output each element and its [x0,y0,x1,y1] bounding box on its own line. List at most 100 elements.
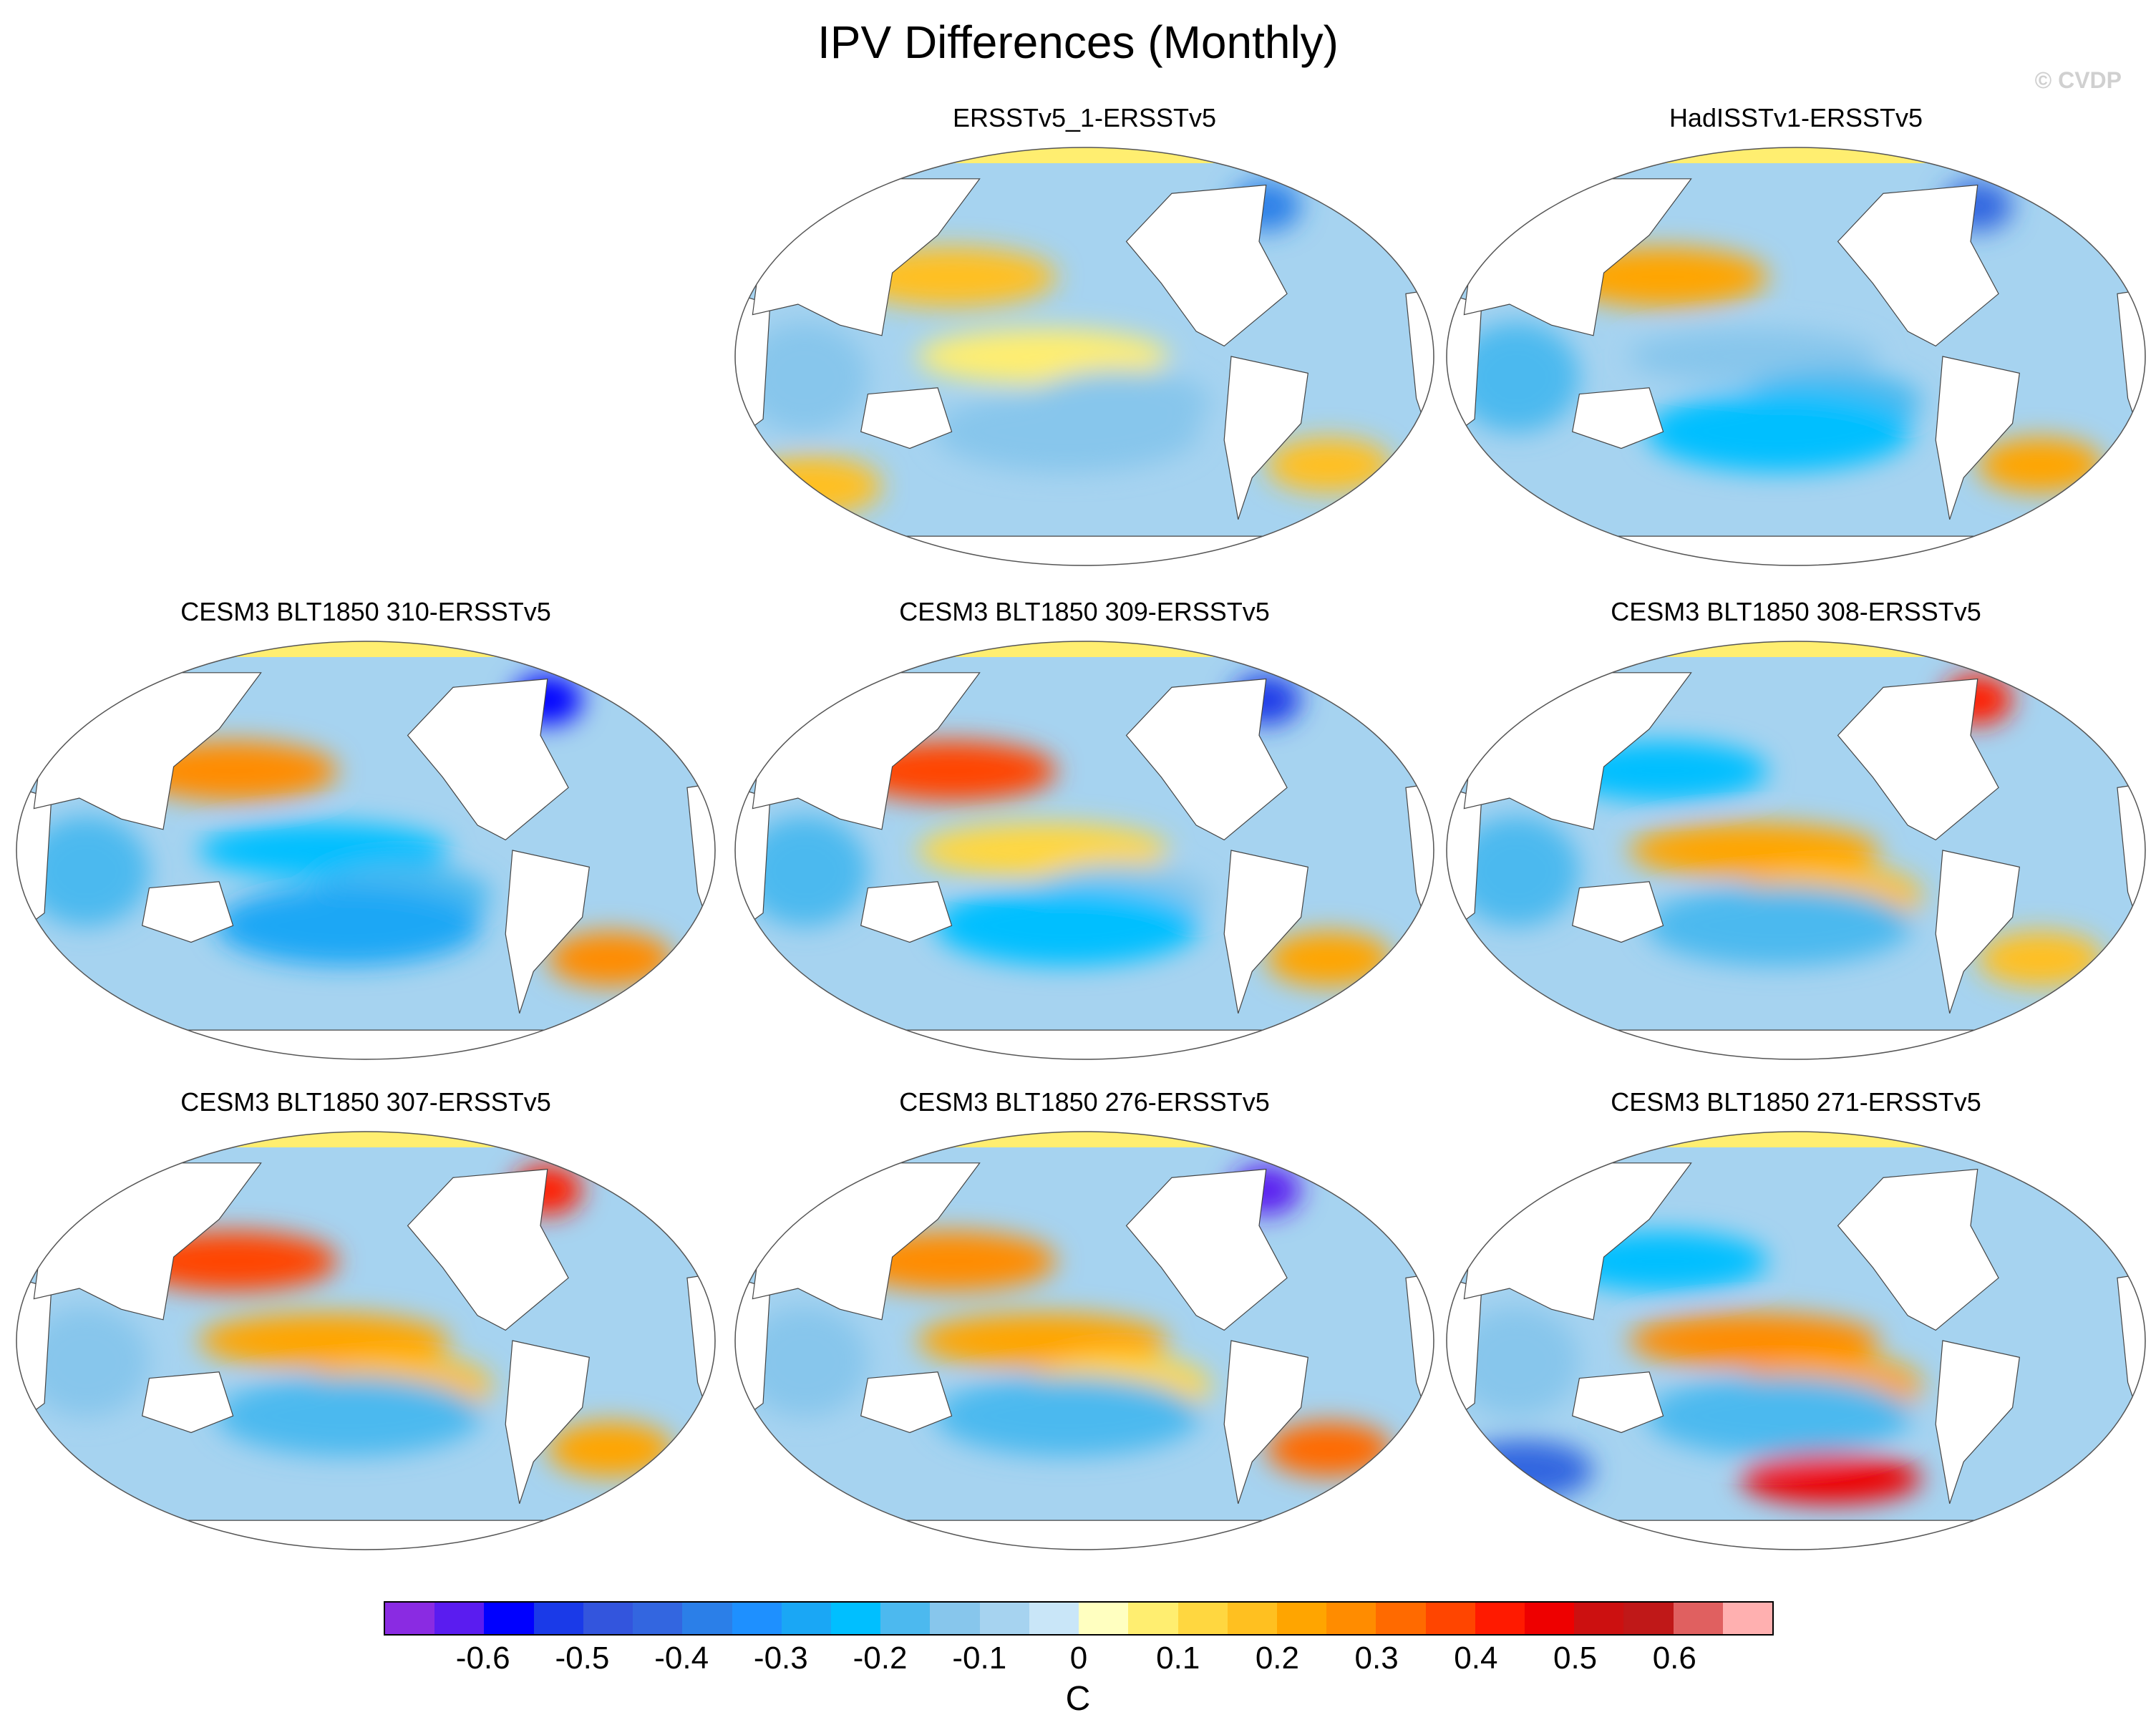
anomaly-region [742,322,868,433]
colorbar-swatch [1029,1603,1079,1634]
map-field [1447,1132,2145,1550]
colorbar-swatch [830,1603,881,1634]
land-north-america [1837,678,1999,841]
land-australia [1571,387,1664,449]
land-australia [1571,881,1664,943]
map-outline [16,1131,716,1550]
colorbar-swatch [930,1603,980,1634]
map-outline [1446,147,2146,566]
map-outline [734,641,1434,1060]
arctic-band [16,1132,715,1147]
colorbar-swatch [484,1603,534,1634]
colorbar-tick-label: -0.6 [455,1641,510,1676]
colorbar-swatch [1177,1603,1228,1634]
colorbar-swatch [533,1603,583,1634]
colorbar-swatch [1475,1603,1525,1634]
map-svg [16,641,716,1060]
map-outline [1446,1131,2146,1550]
map-panel: HadISSTv1-ERSSTv5 [1442,100,2150,576]
anomaly-region [1266,1422,1392,1477]
colorbar-tick-label: 0.4 [1454,1641,1498,1676]
colorbar [384,1601,1774,1636]
anomaly-region [934,392,1200,472]
map-panel: CESM3 BLT1850 308-ERSSTv5 [1442,594,2150,1070]
arctic-band [1447,641,2145,657]
colorbar-tick-label: -0.2 [853,1641,908,1676]
panel-title: CESM3 BLT1850 276-ERSSTv5 [899,1087,1270,1117]
land-north-america [407,1168,569,1331]
anomaly-region [1977,931,2104,987]
arctic-band [735,641,1434,657]
colorbar-tick-label: -0.1 [952,1641,1007,1676]
panel-title: CESM3 BLT1850 308-ERSSTv5 [1611,597,1981,626]
colorbar-tick-label: 0.6 [1652,1641,1696,1676]
map-panel: ERSSTv5_1-ERSSTv5 [730,100,1439,576]
anomaly-region [1646,392,1912,472]
map-field [735,641,1434,1059]
map-outline [734,1131,1434,1550]
land-north-america [1125,1168,1288,1331]
panel-title: HadISSTv1-ERSSTv5 [1669,103,1923,132]
watermark: © CVDP [2034,67,2122,93]
colorbar-labels: -0.6 -0.5 -0.4 -0.3 -0.2 -0.1 0 0.1 0.2 0.3 0.4 0.5… [384,1639,1774,1682]
land-australia [1571,1371,1664,1434]
colorbar-swatch [633,1603,683,1634]
land-australia [860,881,953,943]
land-south-america [1935,1340,2020,1504]
map-panel: CESM3 BLT1850 310-ERSSTv5 [11,594,720,1070]
colorbar-tick-label: -0.4 [654,1641,709,1676]
colorbar-swatch [979,1603,1029,1634]
land-south-america [505,850,590,1014]
anomaly-blobs [1453,180,2104,493]
colorbar-swatch [434,1603,485,1634]
anomaly-region [1977,437,2104,493]
panel-title: CESM3 BLT1850 271-ERSSTv5 [1611,1087,1981,1117]
anomaly-region [742,455,882,517]
map-svg [1446,1131,2146,1550]
land-australia [141,1371,234,1434]
map-svg [1446,147,2146,566]
map-field [1447,641,2145,1059]
anomaly-region [23,1306,150,1417]
anomaly-region [215,885,482,966]
anomaly-blobs [23,674,674,987]
panel-title: CESM3 BLT1850 310-ERSSTv5 [180,597,551,626]
colorbar-tick-label: 0.2 [1255,1641,1300,1676]
map-svg [1446,641,2146,1060]
map-svg [734,641,1434,1060]
anomaly-region [1266,931,1392,987]
anomaly-region [742,1306,868,1417]
anomaly-region [1453,816,1580,927]
land-antarctica [735,1520,1434,1550]
map-panel: CESM3 BLT1850 271-ERSSTv5 [1442,1084,2150,1560]
land-north-america [1125,678,1288,841]
colorbar-tick-label: -0.3 [753,1641,808,1676]
panel-title: CESM3 BLT1850 309-ERSSTv5 [899,597,1270,626]
colorbar-swatch [1623,1603,1674,1634]
map-svg [734,1131,1434,1550]
map-svg [734,147,1434,566]
colorbar-swatch [1722,1603,1773,1634]
anomaly-region [1646,885,1912,966]
anomaly-region [1266,437,1392,493]
panel-title: CESM3 BLT1850 307-ERSSTv5 [180,1087,551,1117]
colorbar-tick-label: 0.5 [1553,1641,1598,1676]
colorbar-swatch [781,1603,831,1634]
map-outline [1446,641,2146,1060]
colorbar-tick-label: 0.1 [1156,1641,1200,1676]
colorbar-swatch [1079,1603,1129,1634]
colorbar-swatch [385,1603,435,1634]
land-south-america [1223,1340,1308,1504]
anomaly-region [1453,322,1580,433]
map-field [1447,147,2145,565]
anomaly-region [1646,1376,1912,1457]
anomaly-region [742,816,868,927]
map-panel: CESM3 BLT1850 307-ERSSTv5 [11,1084,720,1560]
land-south-america [1223,850,1308,1014]
colorbar-swatch [1326,1603,1376,1634]
anomaly-region [547,1422,674,1477]
anomaly-region [215,1376,482,1457]
map-outline [16,641,716,1060]
land-antarctica [16,1520,715,1550]
land-south-america [1935,850,2020,1014]
